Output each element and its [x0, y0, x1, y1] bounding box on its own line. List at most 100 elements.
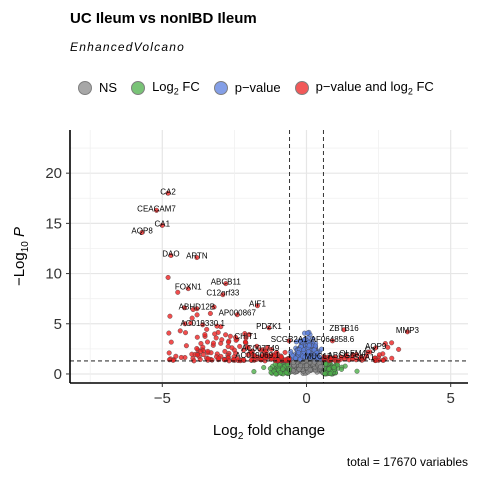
gene-label: SCGB2A1 — [271, 335, 308, 344]
data-point — [350, 352, 356, 358]
data-point — [241, 347, 247, 353]
data-point — [165, 274, 171, 280]
data-point — [189, 315, 195, 321]
data-point — [233, 334, 239, 340]
data-point — [326, 366, 332, 372]
x-tick-label: −5 — [154, 390, 171, 407]
y-tick-label: 5 — [54, 316, 62, 333]
data-point — [322, 371, 328, 377]
data-point — [197, 349, 203, 355]
x-axis-title: Log2 fold change — [213, 422, 325, 442]
x-tick-label: 0 — [302, 390, 310, 407]
data-point — [166, 330, 172, 336]
data-point — [168, 339, 174, 345]
legend-label-pvalue-and-log2fc: p−value and log2 FC — [315, 79, 434, 97]
gene-label: C3 — [365, 346, 376, 355]
data-point — [339, 366, 345, 372]
data-point — [305, 330, 311, 336]
data-point — [385, 344, 391, 350]
gene-label: AP000867 — [219, 309, 257, 318]
data-point — [396, 346, 402, 352]
gene-label: AC019069.1 — [235, 351, 280, 360]
data-point — [389, 355, 395, 361]
legend: NS Log2 FC p−value p−value and log2 FC — [78, 79, 448, 97]
data-point — [207, 310, 213, 316]
gene-label: AC019330.1 — [180, 319, 225, 328]
x-tick-label: 5 — [447, 390, 455, 407]
y-tick-label: 10 — [45, 266, 62, 283]
gene-label: CA1 — [155, 219, 171, 228]
gene-label: ABHD12B — [179, 303, 215, 312]
cutoff-lines — [70, 130, 468, 383]
data-point — [244, 344, 250, 350]
data-point — [248, 350, 254, 356]
chart-subtitle: EnhancedVolcano — [70, 40, 185, 54]
data-point — [225, 343, 231, 349]
chart-title: UC Ileum vs nonIBD Ileum — [70, 10, 257, 27]
data-point — [227, 333, 233, 339]
data-point — [173, 353, 179, 359]
data-point — [389, 340, 395, 346]
data-point — [177, 328, 183, 334]
gene-label: ZBTB16 — [329, 324, 359, 333]
data-point — [263, 348, 269, 354]
data-point — [220, 292, 226, 298]
data-point — [225, 339, 231, 345]
data-point — [202, 332, 208, 338]
data-point — [290, 360, 296, 366]
data-point — [178, 354, 184, 360]
data-point — [373, 345, 379, 351]
gene-label: DAO — [162, 249, 179, 258]
data-point — [307, 367, 313, 373]
data-point — [286, 338, 292, 344]
data-point — [302, 354, 308, 360]
data-point — [165, 190, 171, 196]
legend-dot-pvalue-and-log2fc — [294, 80, 309, 95]
chart-caption: total = 17670 variables — [346, 455, 468, 469]
legend-dot-ns — [78, 80, 92, 95]
data-point — [254, 343, 260, 349]
legend-item-pvalue: p−value — [213, 80, 281, 96]
data-point — [267, 366, 273, 372]
data-point — [261, 364, 267, 370]
data-point — [139, 229, 145, 235]
data-point — [282, 357, 288, 363]
data-point — [212, 331, 218, 337]
y-tick-label: 0 — [54, 366, 62, 383]
gene-label: CHIT1 — [234, 332, 258, 341]
data-point — [159, 222, 165, 228]
data-point — [204, 326, 210, 332]
data-point — [327, 371, 333, 377]
data-point — [200, 352, 206, 358]
data-point — [354, 368, 360, 374]
data-point — [314, 350, 320, 356]
data-point — [205, 339, 211, 345]
gene-label: AF064858.6 — [311, 335, 355, 344]
data-point — [341, 327, 347, 333]
data-point — [375, 357, 381, 363]
data-point — [211, 304, 217, 310]
data-point — [194, 352, 200, 358]
data-point — [183, 343, 189, 349]
data-point — [205, 356, 211, 362]
data-point — [167, 313, 173, 319]
gene-label: AQP9 — [365, 342, 387, 351]
data-point — [315, 355, 321, 361]
data-point — [183, 330, 189, 336]
data-point — [243, 335, 249, 341]
gene-label: MMP3 — [396, 326, 420, 335]
data-point — [219, 337, 225, 343]
data-point — [376, 352, 382, 358]
data-point — [306, 349, 312, 355]
data-point — [257, 347, 263, 353]
data-point — [216, 355, 222, 361]
data-point — [188, 320, 194, 326]
legend-label-pvalue: p−value — [234, 80, 281, 96]
data-point — [282, 349, 288, 355]
data-point — [254, 303, 260, 309]
gene-label: ARTN — [186, 252, 208, 261]
data-point — [295, 350, 301, 356]
data-point — [194, 312, 200, 318]
y-axis-title: −Log10 P — [11, 227, 31, 286]
